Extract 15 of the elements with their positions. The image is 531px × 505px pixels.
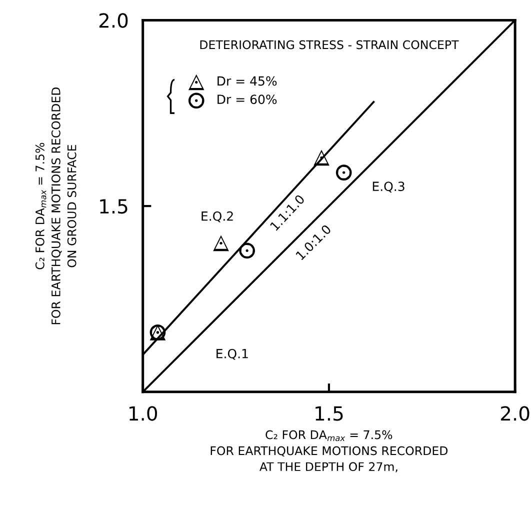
x-tick-label: 1.5 xyxy=(316,406,343,421)
x-tick-label: 2.0 xyxy=(501,406,530,421)
annotation: E.Q.3 xyxy=(372,182,404,193)
x-tick-label: 1.0 xyxy=(130,406,158,421)
annotation: E.Q.1 xyxy=(216,348,248,360)
point xyxy=(314,150,330,166)
x-axis-title: C₂ FOR DA$_{max}$ = 7.5% FOR EARTHQUAKE MOTIONS RECORDED AT THE DEPTH OF 27m, xyxy=(210,430,448,472)
legend-label: Dr = 60% xyxy=(218,94,277,104)
point xyxy=(336,164,352,181)
point xyxy=(213,235,229,252)
text: DETERIORATING STRESS - STRAIN CONCEPT xyxy=(200,40,459,50)
point xyxy=(239,242,255,259)
y-axis-title: C₂ FOR DA$_{max}$ = 7.5% FOR EARTHQUAKE MOTIONS RECORDED ON GROUD SURFACE xyxy=(35,87,76,324)
legend-label: Dr = 45% xyxy=(218,76,277,86)
annotation: E.Q.2 xyxy=(202,211,233,222)
